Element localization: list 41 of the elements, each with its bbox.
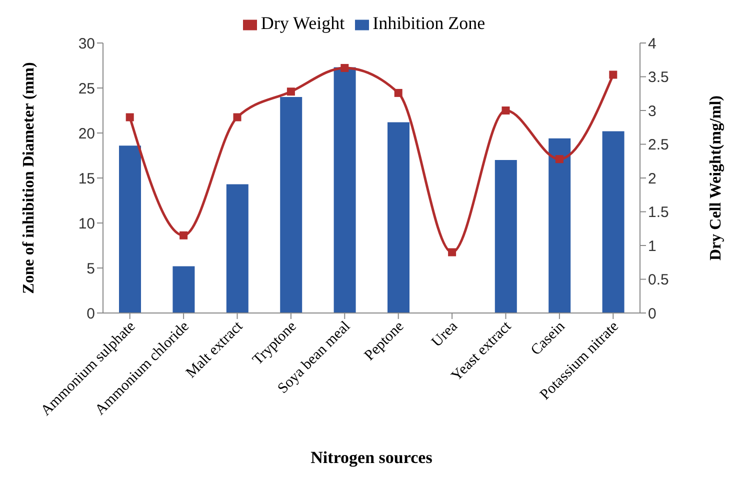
point xyxy=(502,106,510,114)
y2-tick-label: 1.5 xyxy=(648,204,669,222)
y-tick-label: 25 xyxy=(78,80,95,98)
y2-tick-label: 2.5 xyxy=(648,136,669,154)
x-axis-title: Nitrogen sources xyxy=(310,448,433,467)
y-axis-title: Zone of inhibition Diameter (mm) xyxy=(20,62,38,294)
bar xyxy=(548,138,571,313)
point xyxy=(448,248,456,256)
y2-tick-label: 3.5 xyxy=(648,69,669,86)
point xyxy=(286,88,295,96)
y2-tick-label: 4 xyxy=(648,35,656,52)
bar xyxy=(334,67,356,313)
y-tick-label: 30 xyxy=(78,35,95,52)
y-tick-label: 15 xyxy=(78,170,95,188)
y2-tick-label: 1 xyxy=(648,238,656,255)
bar xyxy=(602,131,624,313)
legend-label: Inhibition Zone xyxy=(372,13,486,33)
point xyxy=(126,113,134,122)
legend-label: Dry Weight xyxy=(260,13,345,33)
y2-tick-label: 3 xyxy=(648,102,656,120)
point xyxy=(555,155,564,164)
y2-axis-title: Dry Cell Weight(mg/ml) xyxy=(708,95,725,261)
x-tick-label: Urea xyxy=(428,318,462,350)
bar xyxy=(226,184,248,313)
y-tick-label: 5 xyxy=(86,260,95,278)
y2-tick-label: 0.5 xyxy=(648,272,669,289)
point xyxy=(180,231,188,240)
point xyxy=(609,70,618,79)
bar xyxy=(280,97,302,313)
point xyxy=(340,64,349,72)
y2-tick-label: 0 xyxy=(648,305,656,322)
bar xyxy=(119,146,141,313)
bar xyxy=(494,160,517,313)
bar xyxy=(388,122,410,313)
y-tick-label: 0 xyxy=(86,305,95,322)
y2-tick-label: 2 xyxy=(648,170,656,188)
point xyxy=(233,113,242,122)
y-tick-label: 10 xyxy=(78,215,95,232)
y-tick-label: 20 xyxy=(78,125,95,142)
bar xyxy=(172,266,195,313)
point xyxy=(394,88,402,97)
